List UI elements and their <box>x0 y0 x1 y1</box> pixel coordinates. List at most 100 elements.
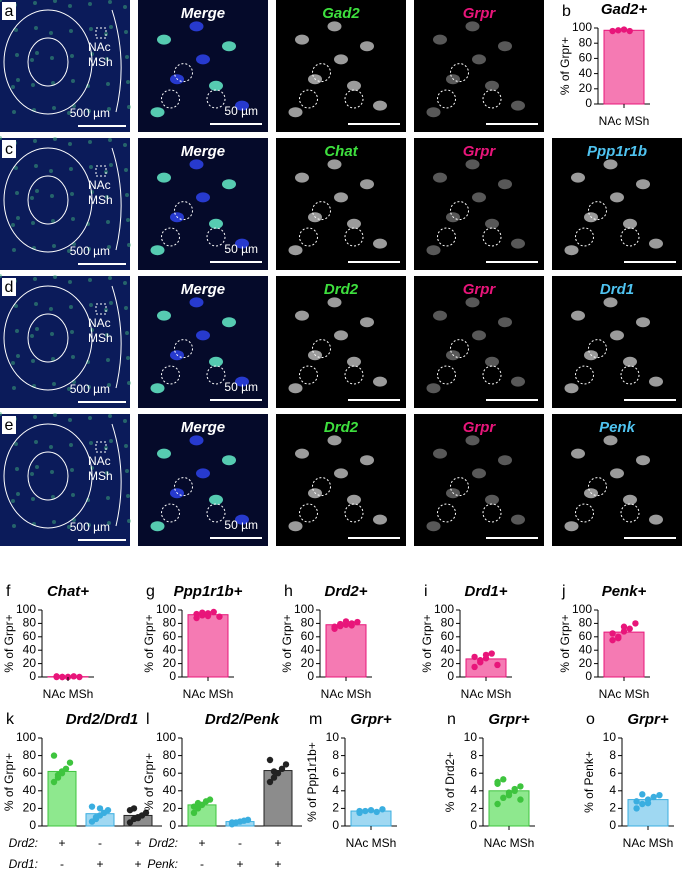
cell-signal <box>334 468 348 479</box>
texture <box>30 58 34 62</box>
sign-label: + <box>96 857 103 871</box>
sign-label: + <box>134 836 141 850</box>
channel-image <box>414 0 544 132</box>
region-label: NAc <box>88 178 111 192</box>
y-tick-label: 40 <box>23 642 37 656</box>
cell-signal <box>373 238 387 249</box>
cell-outline <box>161 365 180 385</box>
texture <box>35 189 39 193</box>
texture <box>70 54 74 58</box>
texture <box>88 278 92 282</box>
y-axis-label: % of Grpr+ <box>558 614 572 672</box>
cell-signal <box>196 54 210 65</box>
panel-letter: b <box>562 3 571 20</box>
texture <box>71 355 75 359</box>
cell-signal <box>222 41 236 52</box>
y-tick-label: 4 <box>470 783 477 797</box>
data-point <box>373 808 380 816</box>
cell-signal <box>295 448 309 459</box>
region-outline <box>111 147 122 251</box>
texture <box>89 303 93 307</box>
y-tick-label: 40 <box>163 642 177 656</box>
data-point <box>331 623 338 630</box>
cell-signal <box>196 468 210 479</box>
texture <box>16 354 20 358</box>
cell-outline <box>206 89 226 109</box>
y-tick-label: 0 <box>470 818 477 832</box>
y-tick-label: 40 <box>579 642 593 656</box>
texture <box>123 143 127 147</box>
y-tick-label: 2 <box>332 801 339 815</box>
sign-label: + <box>274 857 281 871</box>
texture <box>33 415 37 419</box>
cell-outline <box>588 477 607 497</box>
y-tick-label: 20 <box>163 801 177 815</box>
cell-signal <box>485 494 499 505</box>
cell-signal <box>433 172 447 183</box>
data-point <box>199 609 206 616</box>
cell-signal <box>157 172 171 183</box>
y-tick-label: 100 <box>294 602 314 616</box>
sign-label: + <box>134 857 141 871</box>
data-point <box>620 628 628 635</box>
cell-signal <box>610 468 624 479</box>
cell-signal <box>649 376 663 387</box>
letter-bg <box>2 140 16 158</box>
texture <box>70 468 74 472</box>
letter-bg <box>2 416 16 434</box>
texture <box>68 142 72 146</box>
cell-signal <box>288 383 303 394</box>
data-point <box>216 613 223 620</box>
cell-outline <box>437 89 456 109</box>
panel-letter: o <box>586 711 595 728</box>
chart-title: Drd2/Penk <box>205 711 280 728</box>
channel-label: Merge <box>181 281 225 298</box>
cell-outline <box>299 227 318 247</box>
cell-signal <box>235 514 249 525</box>
data-point <box>337 620 344 628</box>
region-label: MSh <box>88 55 113 69</box>
cell-signal <box>222 179 236 190</box>
region-label: NAc <box>88 40 111 54</box>
cell-outline <box>312 201 331 221</box>
cell-signal <box>360 179 374 190</box>
roi-box <box>95 27 107 39</box>
y-tick-label: 0 <box>447 669 454 683</box>
texture <box>124 306 128 310</box>
chart-title: Penk+ <box>602 583 647 600</box>
texture <box>51 495 55 499</box>
data-point <box>342 618 350 625</box>
texture <box>108 0 112 4</box>
cell-signal <box>426 107 441 118</box>
region-outline <box>27 175 69 225</box>
texture <box>109 301 113 305</box>
cell-signal <box>373 376 387 387</box>
data-point <box>66 759 74 766</box>
cell-outline <box>482 503 502 523</box>
texture <box>11 85 15 89</box>
texture <box>89 165 93 169</box>
texture <box>69 443 73 447</box>
row-label: Drd1: <box>9 857 38 871</box>
channel-label: Drd2 <box>324 419 359 436</box>
texture <box>107 107 111 111</box>
data-point <box>206 796 214 803</box>
y-tick-label: 20 <box>23 801 37 815</box>
x-tick-label: NAc MSh <box>43 687 94 701</box>
region-outline <box>3 9 93 115</box>
data-point <box>362 807 369 815</box>
panel-letter: c <box>5 141 13 158</box>
cell-signal <box>472 468 486 479</box>
cell-outline <box>482 227 502 247</box>
texture <box>30 334 34 338</box>
sign-label: - <box>238 836 242 850</box>
cell-signal <box>360 455 374 466</box>
cell-outline <box>299 503 318 523</box>
texture <box>108 276 112 280</box>
texture <box>70 330 74 334</box>
data-point <box>266 756 274 764</box>
y-tick-label: 40 <box>301 642 315 656</box>
cell-signal <box>511 238 525 249</box>
region-label: NAc <box>88 316 111 330</box>
cell-signal <box>235 100 249 111</box>
